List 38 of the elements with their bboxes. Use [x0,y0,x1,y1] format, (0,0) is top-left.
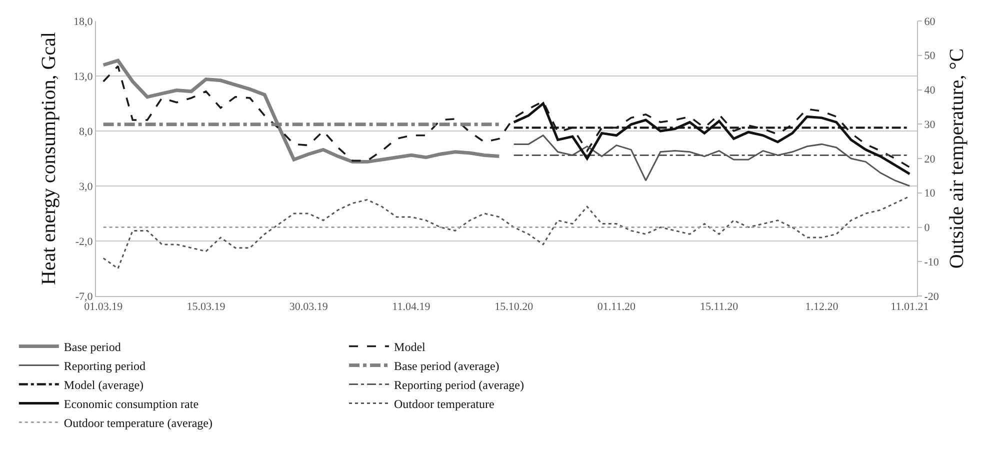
y2-tick-label: 20 [924,153,936,166]
y2-tick-label: 0 [924,222,930,234]
y-tick-label: 18,0 [74,16,94,28]
legend-label: Reporting period (average) [394,378,524,392]
y2-tick-label: 10 [924,188,936,200]
x-tick-label: 01.11.20 [597,301,636,314]
legend-label: Model (average) [64,378,144,392]
line-series [102,58,501,164]
y-tick-label: -2,0 [75,236,94,248]
y-tick-label: 8,0 [79,126,94,138]
legend-label: Economic consumption rate [64,396,199,411]
x-tick-label: 11.01.21 [890,301,929,314]
x-tick-label: 30.03.19 [289,301,328,314]
y-tick-label: 13,0 [74,70,94,83]
x-tick-label: 15.11.20 [700,301,739,314]
legend-label: Outdoor temperature (average) [64,416,212,430]
y2-tick-label: 60 [924,16,936,28]
y-axis-title: Heat energy consumption, Gcal [38,32,60,285]
line-series [513,134,910,187]
legend-label: Outdoor temperature [394,396,494,411]
x-tick-label: 15.10.20 [494,301,534,314]
line-series [102,196,910,270]
y2-axis-title: Outside air temperature, °C [946,48,968,269]
y2-tick-label: -10 [924,256,940,268]
y2-tick-label: 40 [924,84,936,97]
y-tick-label: -7,0 [75,290,94,303]
legend-label: Reporting period [64,358,146,373]
y-tick-label: 3,0 [79,180,94,193]
y2-tick-label: 30 [924,118,936,131]
y2-tick-label: -20 [924,290,940,303]
x-tick-label: 15.03.19 [186,301,226,314]
x-tick-label: 11.04.19 [392,301,431,314]
x-tick-label: 01.03.19 [84,301,124,314]
legend-label: Base period (average) [394,358,500,373]
legend-label: Model [394,340,426,354]
y2-tick-label: 50 [924,50,936,62]
x-tick-label: 1.12.20 [805,301,839,314]
legend-label: Base period [64,340,121,354]
